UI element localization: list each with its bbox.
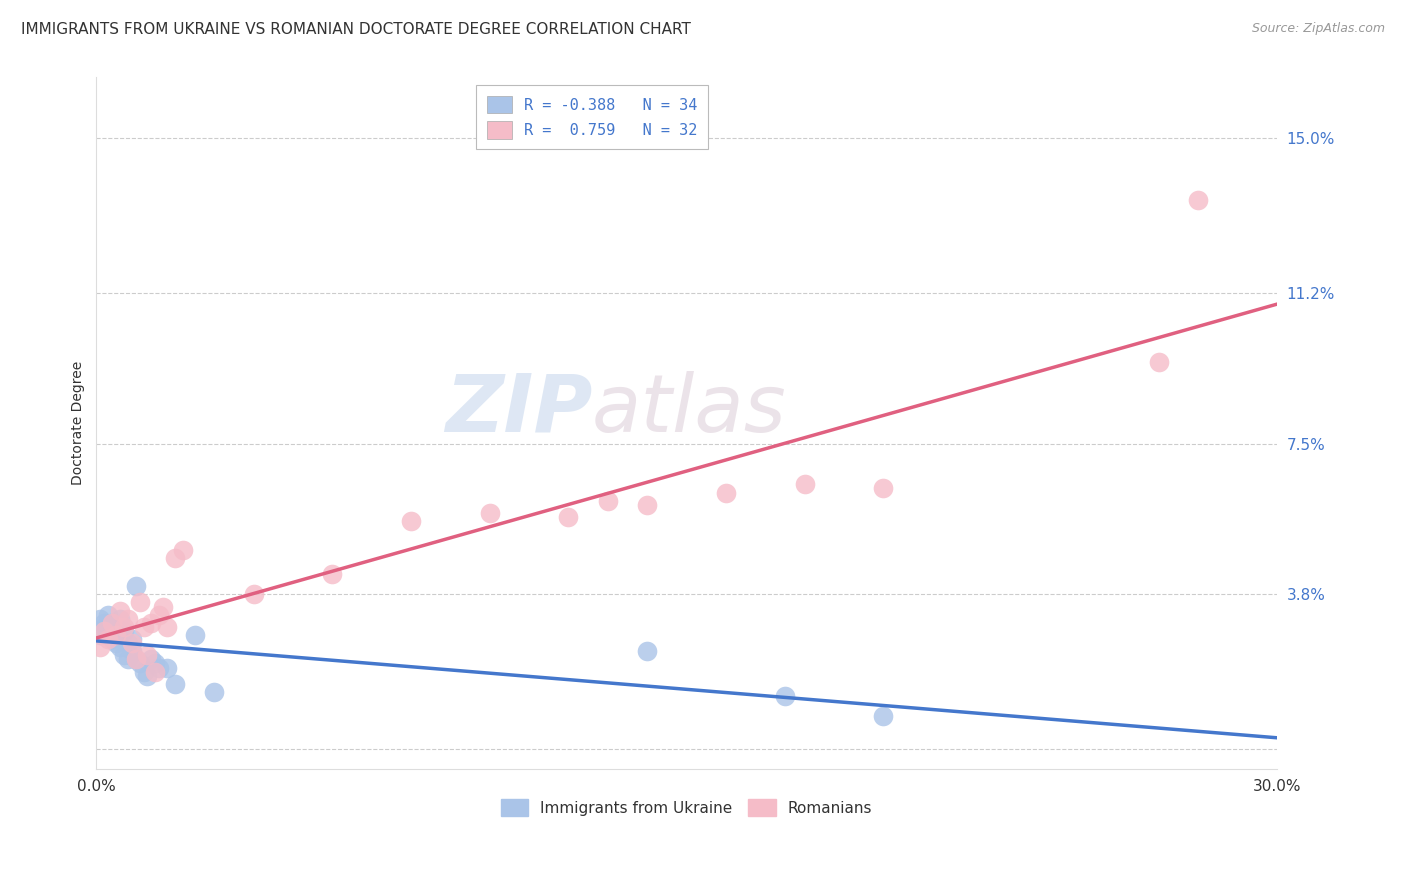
Point xyxy=(89,640,111,655)
Point xyxy=(128,657,150,671)
Point xyxy=(793,477,815,491)
Point xyxy=(136,669,159,683)
Point xyxy=(172,542,194,557)
Point xyxy=(872,709,894,723)
Point xyxy=(141,615,163,630)
Point xyxy=(1147,355,1170,369)
Point xyxy=(117,636,139,650)
Point xyxy=(93,624,115,638)
Point xyxy=(125,579,148,593)
Point xyxy=(145,665,167,679)
Point xyxy=(163,677,186,691)
Point xyxy=(121,632,143,646)
Point xyxy=(112,620,135,634)
Point xyxy=(636,498,658,512)
Point xyxy=(636,644,658,658)
Point xyxy=(163,550,186,565)
Point xyxy=(101,632,124,646)
Point xyxy=(125,652,148,666)
Text: IMMIGRANTS FROM UKRAINE VS ROMANIAN DOCTORATE DEGREE CORRELATION CHART: IMMIGRANTS FROM UKRAINE VS ROMANIAN DOCT… xyxy=(21,22,690,37)
Point xyxy=(399,514,422,528)
Point xyxy=(105,628,128,642)
Point xyxy=(202,685,225,699)
Point xyxy=(108,640,131,655)
Point xyxy=(112,648,135,663)
Legend: Immigrants from Ukraine, Romanians: Immigrants from Ukraine, Romanians xyxy=(494,791,880,824)
Text: Source: ZipAtlas.com: Source: ZipAtlas.com xyxy=(1251,22,1385,36)
Point xyxy=(121,636,143,650)
Point xyxy=(117,612,139,626)
Point xyxy=(108,604,131,618)
Point xyxy=(141,652,163,666)
Point xyxy=(89,612,111,626)
Point xyxy=(97,624,120,638)
Point xyxy=(93,615,115,630)
Point xyxy=(156,660,179,674)
Point xyxy=(132,620,155,634)
Point xyxy=(183,628,205,642)
Point xyxy=(596,493,619,508)
Text: atlas: atlas xyxy=(592,370,787,449)
Point xyxy=(152,599,174,614)
Point xyxy=(105,636,128,650)
Point xyxy=(128,595,150,609)
Y-axis label: Doctorate Degree: Doctorate Degree xyxy=(72,361,86,485)
Point xyxy=(242,587,264,601)
Point xyxy=(145,657,167,671)
Point xyxy=(714,485,737,500)
Point xyxy=(97,632,120,646)
Point xyxy=(105,628,128,642)
Point xyxy=(1187,193,1209,207)
Point xyxy=(872,482,894,496)
Point xyxy=(148,660,170,674)
Point xyxy=(156,620,179,634)
Point xyxy=(89,628,111,642)
Point xyxy=(105,620,128,634)
Point xyxy=(101,615,124,630)
Point xyxy=(125,652,148,666)
Point xyxy=(97,607,120,622)
Point xyxy=(93,620,115,634)
Point xyxy=(112,624,135,638)
Point xyxy=(478,506,501,520)
Point xyxy=(101,615,124,630)
Point xyxy=(117,652,139,666)
Point xyxy=(557,510,579,524)
Point xyxy=(148,607,170,622)
Point xyxy=(108,612,131,626)
Point xyxy=(121,644,143,658)
Point xyxy=(132,665,155,679)
Point xyxy=(321,566,343,581)
Point xyxy=(136,648,159,663)
Point xyxy=(773,689,796,703)
Text: ZIP: ZIP xyxy=(444,370,592,449)
